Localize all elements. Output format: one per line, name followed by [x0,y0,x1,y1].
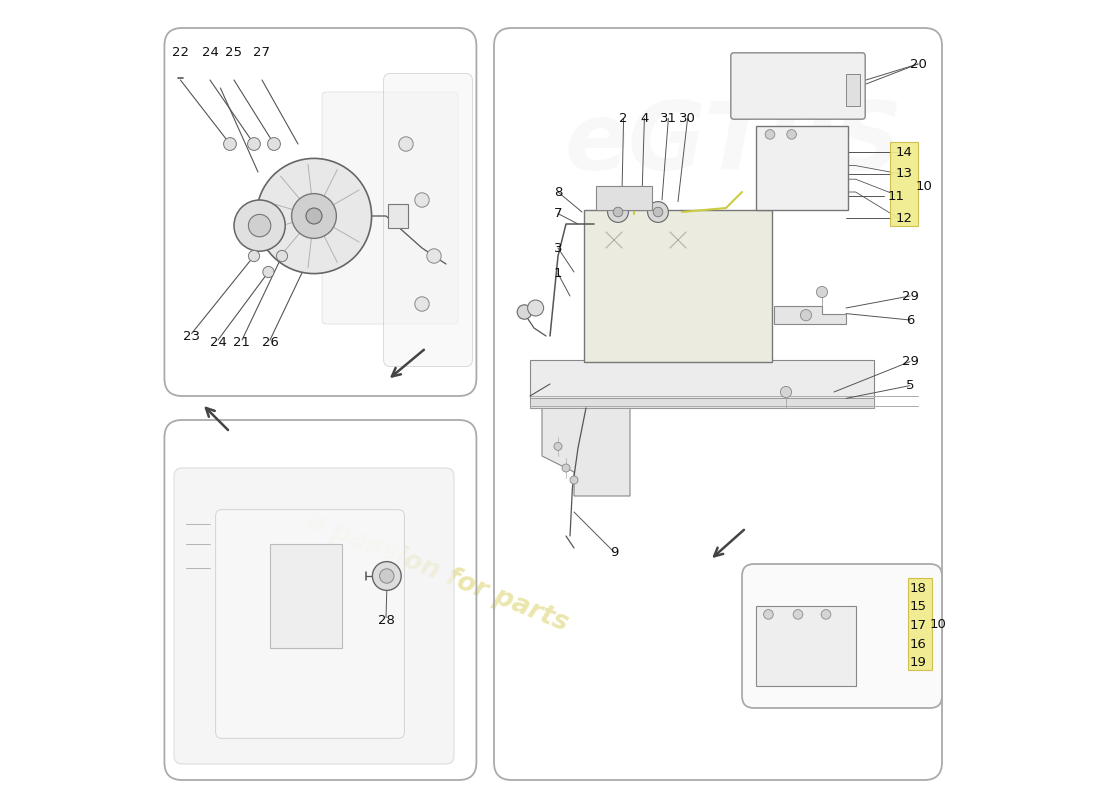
Text: 2: 2 [619,112,628,125]
Bar [387,204,408,228]
FancyBboxPatch shape [730,53,866,119]
Text: 9: 9 [609,546,618,558]
Circle shape [306,208,322,224]
Circle shape [653,207,663,217]
Circle shape [793,610,803,619]
Circle shape [267,138,280,150]
Circle shape [276,250,287,262]
FancyBboxPatch shape [756,126,848,210]
Circle shape [816,286,827,298]
Text: 19: 19 [910,656,926,669]
Text: 3: 3 [553,242,562,254]
FancyBboxPatch shape [890,142,918,226]
Circle shape [234,200,285,251]
FancyBboxPatch shape [384,74,472,366]
Circle shape [379,569,394,583]
Text: 27: 27 [253,46,271,58]
Text: 21: 21 [233,336,251,349]
FancyBboxPatch shape [322,92,458,324]
FancyBboxPatch shape [742,564,942,708]
Text: 18: 18 [910,582,926,594]
Text: 28: 28 [377,614,395,626]
Text: 20: 20 [910,58,926,70]
Bar [270,544,342,648]
Text: 17: 17 [910,619,926,632]
FancyBboxPatch shape [530,360,874,408]
Circle shape [399,137,414,151]
Text: 24: 24 [210,336,227,349]
FancyBboxPatch shape [584,210,771,362]
Circle shape [223,138,236,150]
Text: 29: 29 [902,355,918,368]
Text: 26: 26 [262,336,278,349]
Text: 16: 16 [910,638,926,650]
Text: a passion for parts: a passion for parts [304,507,573,637]
Text: 11: 11 [887,190,904,202]
Circle shape [249,214,271,237]
Text: 30: 30 [679,112,696,125]
Text: 10: 10 [916,180,933,193]
Circle shape [292,194,337,238]
Circle shape [256,158,372,274]
Text: 24: 24 [201,46,219,58]
Polygon shape [774,306,846,324]
Circle shape [373,562,402,590]
FancyBboxPatch shape [908,578,933,670]
Text: 14: 14 [895,146,912,158]
Text: 25: 25 [226,46,242,58]
Text: eGT0S: eGT0S [564,98,903,190]
Circle shape [528,300,543,316]
Circle shape [780,386,792,398]
Circle shape [248,138,261,150]
Text: 31: 31 [660,112,676,125]
Polygon shape [542,408,630,496]
Circle shape [613,207,623,217]
Circle shape [648,202,669,222]
Text: 8: 8 [553,186,562,198]
Text: 5: 5 [905,379,914,392]
Bar [530,398,874,408]
FancyBboxPatch shape [596,186,651,210]
Circle shape [607,202,628,222]
Circle shape [766,130,774,139]
Text: 29: 29 [902,290,918,302]
Circle shape [415,193,429,207]
Text: 22: 22 [172,46,189,58]
Text: 4: 4 [640,112,649,125]
Text: 7: 7 [553,207,562,220]
Text: 1: 1 [553,267,562,280]
Circle shape [801,310,812,321]
Text: 12: 12 [895,212,912,225]
Circle shape [763,610,773,619]
Circle shape [517,305,531,319]
Circle shape [554,442,562,450]
FancyBboxPatch shape [174,468,454,764]
FancyBboxPatch shape [756,606,857,686]
Circle shape [786,130,796,139]
Text: 13: 13 [895,167,912,180]
Bar [846,74,860,106]
Circle shape [415,297,429,311]
Circle shape [263,266,274,278]
Text: 23: 23 [183,330,200,342]
Circle shape [427,249,441,263]
Circle shape [570,476,578,484]
Text: 10: 10 [930,618,946,630]
Circle shape [562,464,570,472]
Circle shape [822,610,830,619]
Text: 15: 15 [910,600,926,613]
FancyBboxPatch shape [216,510,405,738]
Circle shape [249,250,260,262]
Text: 6: 6 [905,314,914,326]
